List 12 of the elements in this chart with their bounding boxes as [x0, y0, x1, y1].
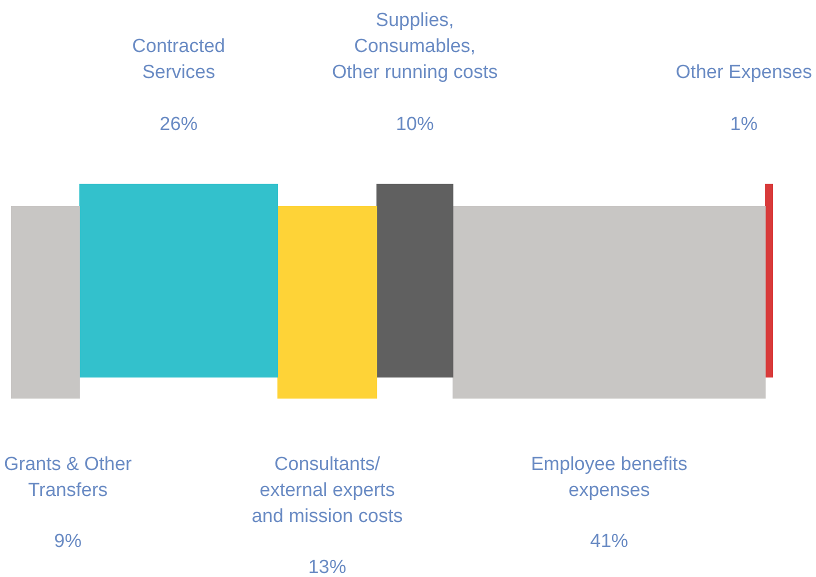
- category-label: Consultants/ external experts and mission costs: [252, 454, 403, 528]
- data-label: 26%: [160, 114, 198, 136]
- category-label: Supplies, Consumables, Other running costs: [332, 10, 498, 84]
- data-label: 13%: [308, 557, 346, 577]
- category-label: Employee benefits expenses: [531, 454, 688, 502]
- data-label: 41%: [590, 531, 628, 552]
- category-label: Contracted Services: [132, 36, 226, 84]
- data-label: 10%: [396, 114, 434, 136]
- data-label: 1%: [730, 114, 758, 136]
- category-label: Other Expenses: [676, 62, 812, 84]
- category-label: Grants & Other Transfers: [4, 454, 132, 502]
- data-label: 9%: [54, 531, 82, 552]
